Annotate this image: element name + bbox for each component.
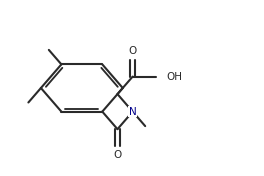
Text: OH: OH (167, 72, 182, 81)
Text: O: O (113, 150, 122, 160)
Text: O: O (129, 46, 137, 56)
Text: N: N (129, 107, 136, 117)
